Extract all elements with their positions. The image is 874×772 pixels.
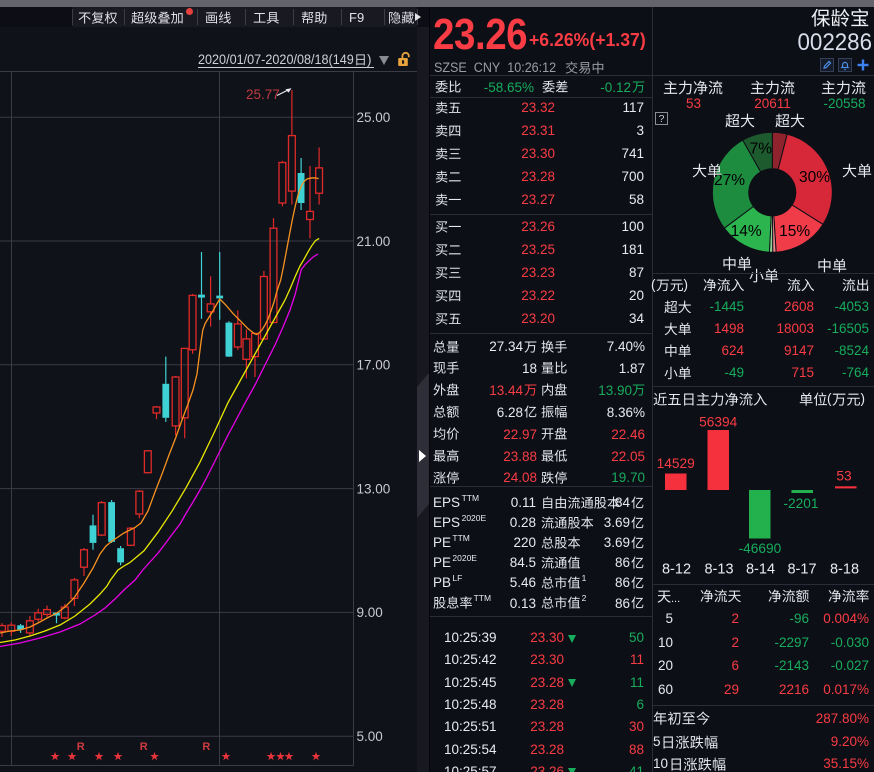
- svg-text:13.00: 13.00: [357, 481, 391, 496]
- svg-text:R: R: [77, 741, 85, 753]
- svg-text:25.77: 25.77: [246, 87, 280, 102]
- svg-text:R: R: [140, 741, 148, 753]
- svg-text:-46690: -46690: [739, 541, 782, 556]
- svg-text:56394: 56394: [699, 415, 737, 430]
- svg-text:8-17: 8-17: [787, 562, 816, 578]
- svg-text:R: R: [202, 741, 210, 753]
- svg-text:5.00: 5.00: [357, 729, 383, 744]
- svg-text:7%: 7%: [750, 141, 773, 158]
- svg-text:8-13: 8-13: [704, 562, 733, 578]
- svg-text:8-14: 8-14: [746, 562, 775, 578]
- svg-text:8-18: 8-18: [830, 562, 859, 578]
- svg-text:30%: 30%: [799, 169, 830, 186]
- svg-text:25.00: 25.00: [357, 110, 391, 125]
- svg-text:8-12: 8-12: [662, 562, 691, 578]
- svg-text:15%: 15%: [779, 223, 810, 240]
- svg-text:14529: 14529: [657, 456, 695, 471]
- svg-text:-2201: -2201: [783, 496, 818, 511]
- svg-text:17.00: 17.00: [357, 358, 391, 373]
- svg-text:9.00: 9.00: [357, 605, 383, 620]
- svg-text:14%: 14%: [731, 223, 762, 240]
- svg-text:27%: 27%: [714, 172, 745, 189]
- svg-text:21.00: 21.00: [357, 234, 391, 249]
- svg-text:53: 53: [836, 469, 852, 484]
